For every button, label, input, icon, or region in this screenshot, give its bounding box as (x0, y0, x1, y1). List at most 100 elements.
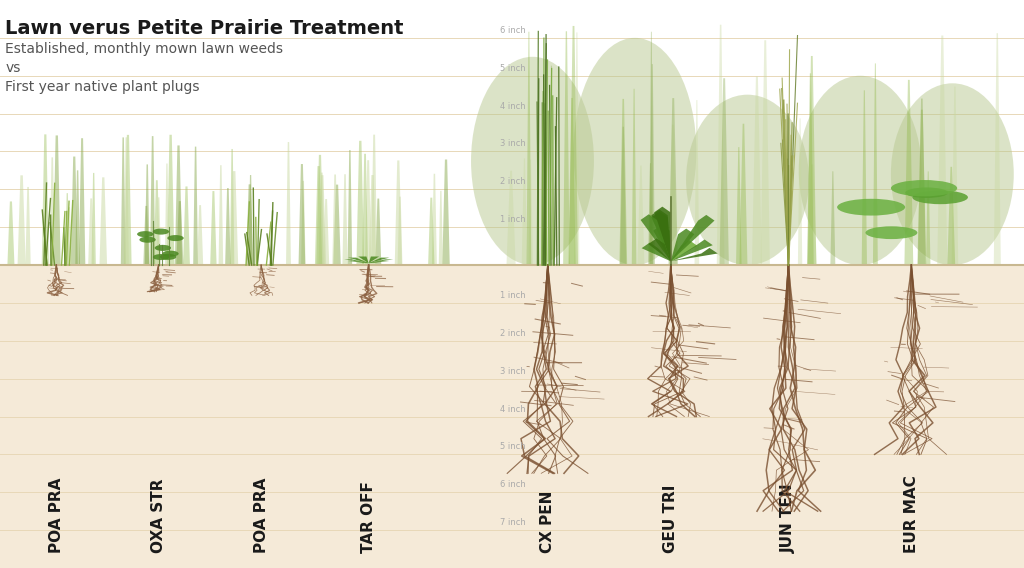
Text: First year native plant plugs: First year native plant plugs (5, 80, 200, 94)
Polygon shape (526, 32, 531, 265)
Polygon shape (632, 89, 637, 265)
Polygon shape (333, 185, 341, 265)
Ellipse shape (471, 57, 594, 265)
Polygon shape (333, 174, 338, 265)
Polygon shape (918, 99, 926, 265)
Polygon shape (428, 198, 434, 265)
Text: CX PEN: CX PEN (541, 491, 555, 553)
Polygon shape (641, 214, 671, 261)
Polygon shape (246, 185, 253, 265)
Polygon shape (99, 177, 108, 265)
Polygon shape (225, 188, 230, 265)
Polygon shape (736, 147, 741, 265)
Polygon shape (528, 160, 532, 265)
Polygon shape (918, 110, 927, 265)
Polygon shape (621, 127, 627, 265)
Polygon shape (167, 135, 174, 265)
Text: 3 inch: 3 inch (500, 366, 525, 375)
Text: 3 inch: 3 inch (500, 139, 525, 148)
Polygon shape (568, 98, 575, 265)
Polygon shape (669, 124, 677, 265)
Polygon shape (197, 205, 203, 265)
Polygon shape (356, 141, 365, 265)
Polygon shape (798, 118, 802, 265)
Polygon shape (648, 163, 653, 265)
Polygon shape (369, 261, 389, 263)
Polygon shape (210, 191, 217, 265)
Polygon shape (143, 206, 150, 265)
Polygon shape (316, 155, 324, 265)
Polygon shape (286, 142, 291, 265)
Text: JUN TEN: JUN TEN (781, 483, 796, 553)
Polygon shape (347, 150, 352, 265)
Polygon shape (637, 165, 644, 265)
Polygon shape (651, 212, 671, 261)
Polygon shape (694, 100, 699, 265)
Text: POA PRA: POA PRA (49, 478, 63, 553)
Polygon shape (761, 40, 770, 265)
Polygon shape (369, 257, 379, 263)
Polygon shape (230, 149, 234, 265)
Polygon shape (549, 66, 554, 265)
Polygon shape (42, 135, 49, 265)
Polygon shape (157, 197, 161, 265)
Polygon shape (651, 210, 671, 261)
Polygon shape (175, 145, 182, 265)
Polygon shape (720, 78, 729, 265)
Polygon shape (358, 257, 369, 263)
Circle shape (153, 254, 169, 260)
Circle shape (155, 245, 171, 251)
Polygon shape (369, 258, 389, 263)
Polygon shape (323, 199, 330, 265)
Text: 4 inch: 4 inch (500, 404, 525, 414)
Ellipse shape (891, 83, 1014, 265)
Polygon shape (671, 228, 694, 261)
Polygon shape (369, 260, 393, 263)
Text: 5 inch: 5 inch (500, 64, 525, 73)
Circle shape (153, 228, 169, 235)
Polygon shape (671, 240, 697, 261)
Polygon shape (376, 199, 381, 265)
Polygon shape (150, 136, 156, 265)
Polygon shape (144, 164, 150, 265)
Polygon shape (371, 135, 377, 265)
Text: OXA STR: OXA STR (152, 478, 166, 553)
Text: POA PRA: POA PRA (254, 478, 268, 553)
Polygon shape (574, 32, 580, 265)
Polygon shape (807, 56, 816, 265)
Ellipse shape (686, 95, 809, 265)
Polygon shape (194, 147, 198, 265)
Polygon shape (432, 174, 437, 265)
Ellipse shape (799, 76, 922, 265)
Polygon shape (993, 33, 1000, 265)
Polygon shape (301, 181, 305, 265)
Polygon shape (507, 171, 516, 265)
Polygon shape (71, 157, 78, 265)
Polygon shape (49, 157, 55, 265)
Polygon shape (394, 160, 402, 265)
Polygon shape (438, 191, 443, 265)
Polygon shape (569, 26, 578, 265)
Polygon shape (67, 207, 72, 265)
Polygon shape (342, 174, 347, 265)
Polygon shape (671, 240, 713, 261)
Bar (0, 265, 1024, 568)
Polygon shape (299, 164, 305, 265)
Circle shape (162, 250, 178, 257)
Text: 2 inch: 2 inch (500, 177, 525, 186)
Ellipse shape (891, 180, 957, 197)
Text: 4 inch: 4 inch (500, 102, 525, 111)
Polygon shape (53, 135, 60, 265)
Polygon shape (249, 175, 253, 265)
Polygon shape (17, 176, 26, 265)
Polygon shape (230, 171, 239, 265)
Polygon shape (176, 201, 183, 265)
Polygon shape (861, 90, 867, 265)
Circle shape (139, 237, 156, 243)
Polygon shape (315, 166, 323, 265)
Polygon shape (218, 165, 223, 265)
Polygon shape (442, 160, 450, 265)
Polygon shape (79, 138, 85, 265)
Polygon shape (653, 225, 671, 261)
Polygon shape (183, 186, 189, 265)
